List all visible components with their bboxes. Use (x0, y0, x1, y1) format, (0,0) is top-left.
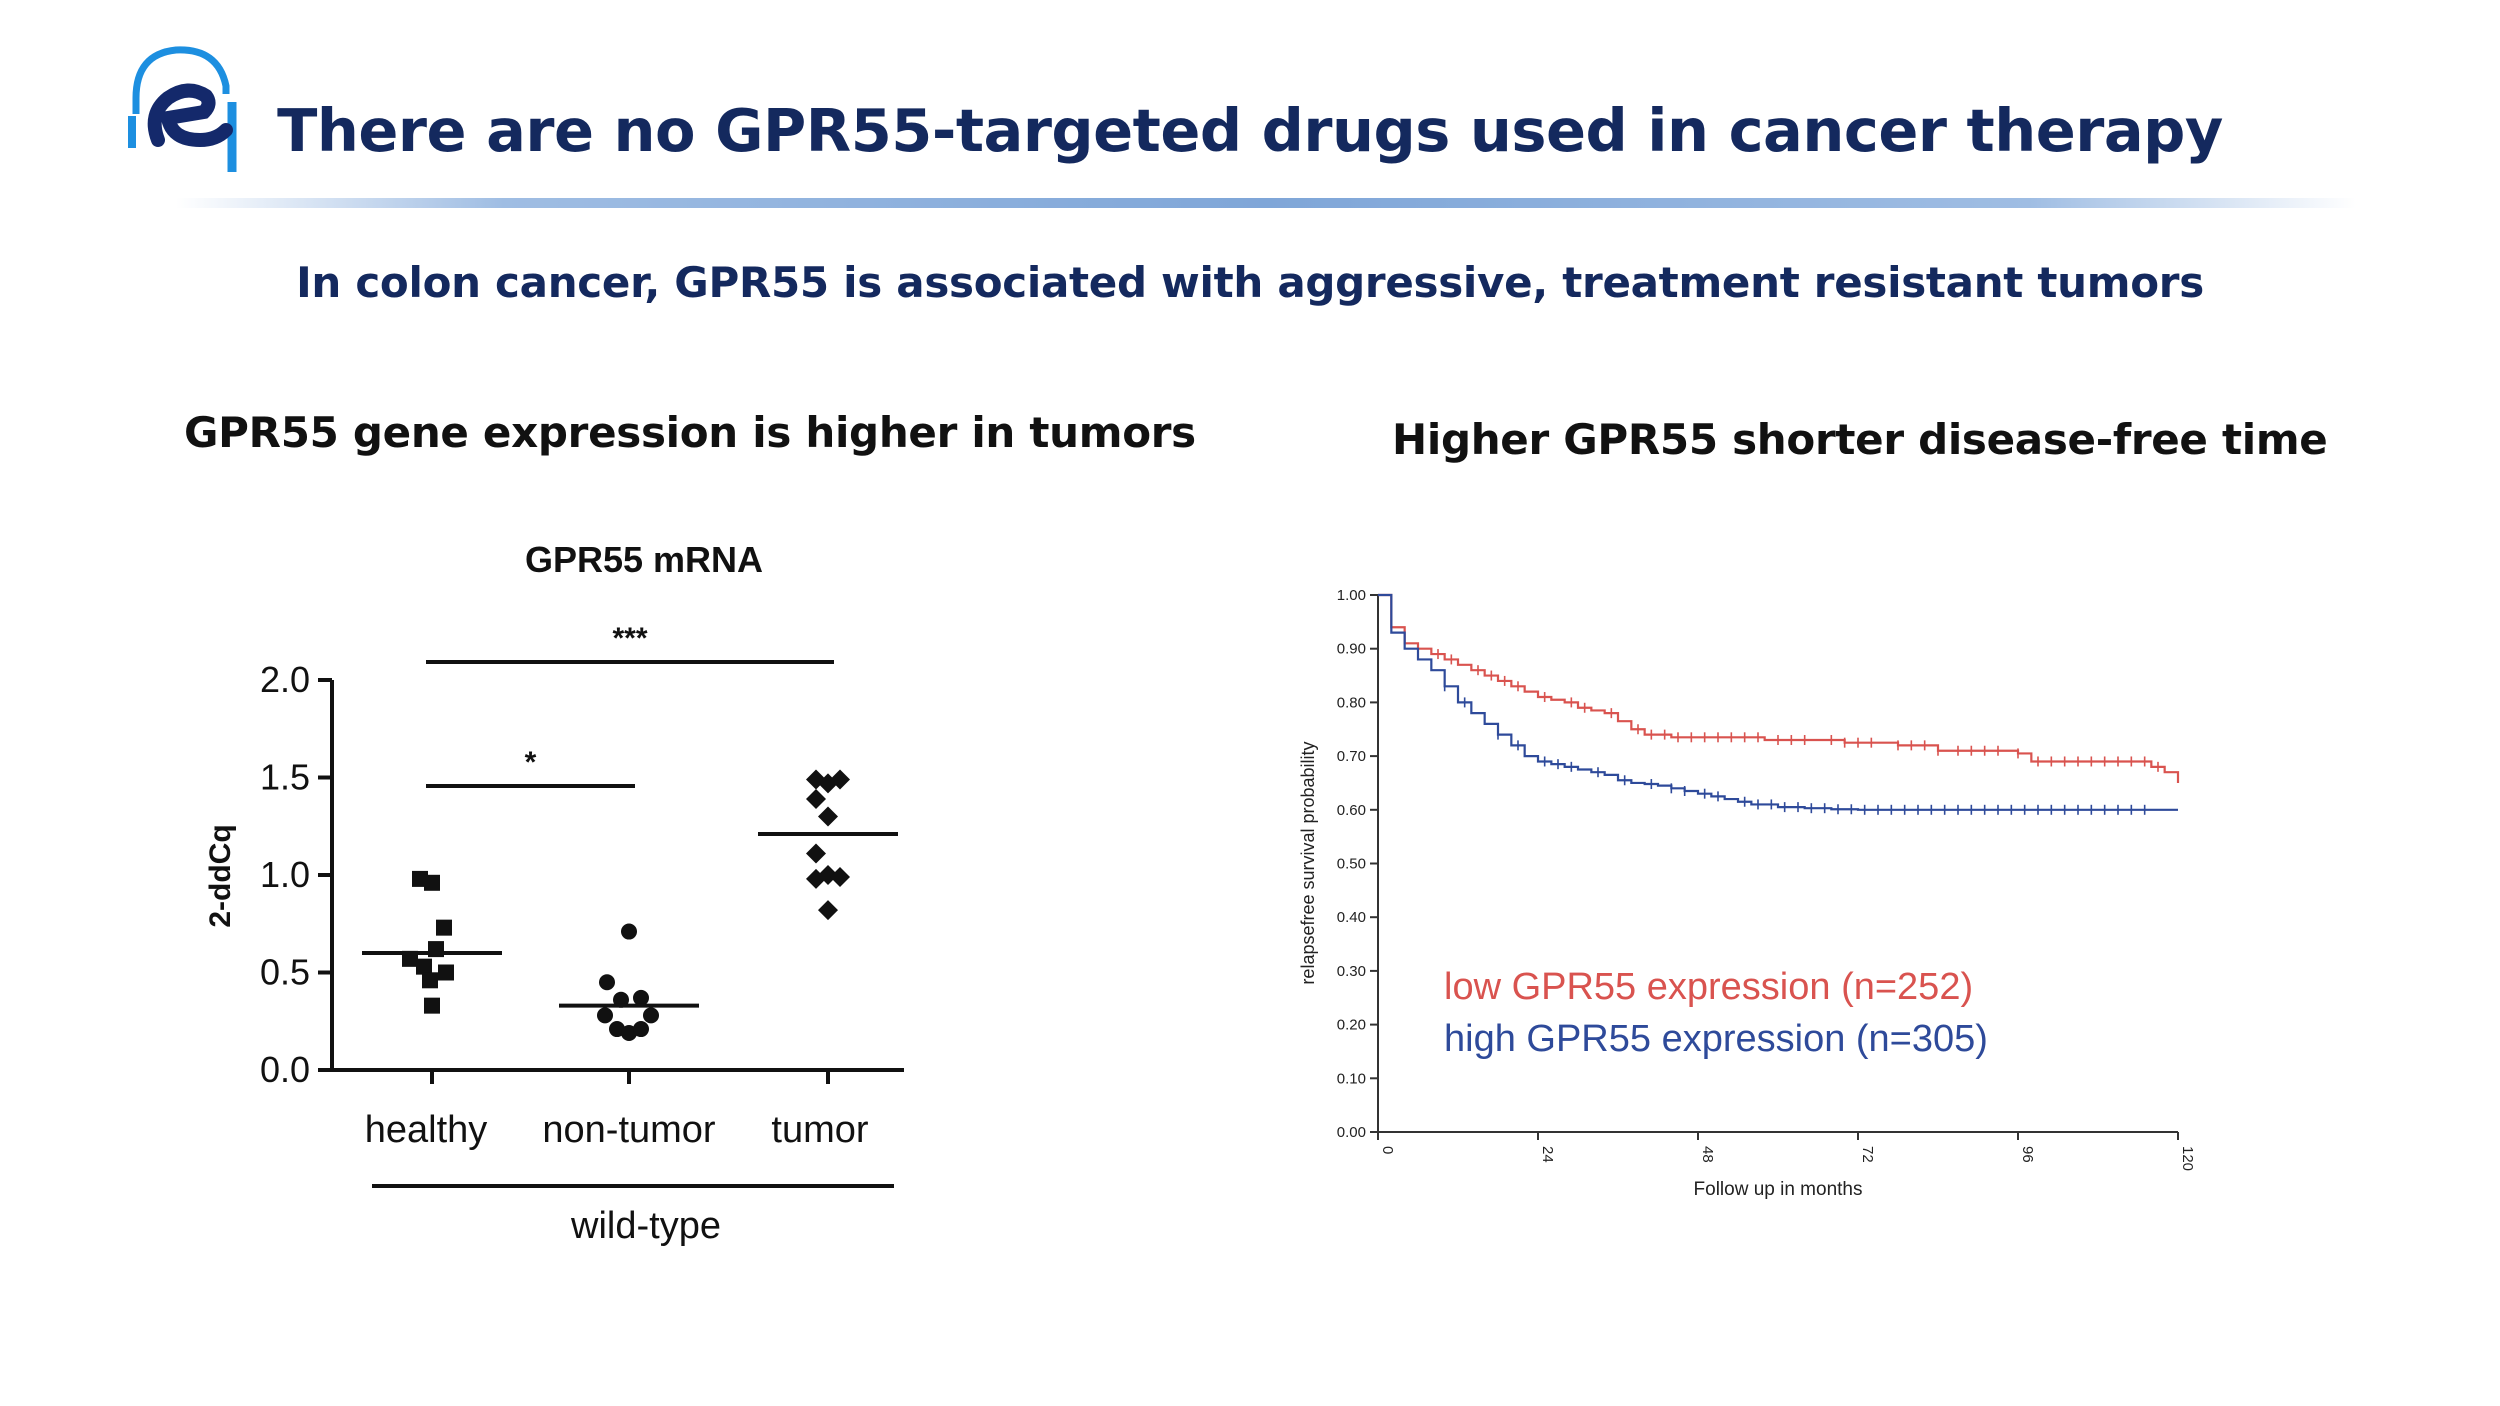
survival-curve-high (1378, 593, 2178, 811)
y-tick-label: 0.0 (260, 1049, 310, 1090)
left-panel-heading: GPR55 gene expression is higher in tumor… (184, 408, 1196, 457)
x-tick-label: 0 (1379, 1146, 1396, 1154)
y-tick-label: 2.0 (260, 659, 310, 700)
x-tick-label: tumor (771, 1109, 868, 1151)
title-divider (176, 198, 2356, 208)
y-axis-label: relapsefree survival probability (1298, 741, 1318, 984)
significance-label: *** (612, 622, 647, 655)
y-tick-label: 0.60 (1337, 802, 1366, 819)
data-point-circle (621, 923, 637, 940)
y-tick-label: 0.80 (1337, 694, 1366, 711)
data-point-diamond (830, 769, 850, 790)
x-tick-label: 96 (2019, 1146, 2036, 1163)
censor-marks-high (1443, 681, 2146, 815)
y-tick-label: 0.5 (260, 952, 310, 993)
data-point-diamond (806, 868, 826, 889)
y-tick-label: 0.70 (1337, 748, 1366, 765)
data-point-diamond (806, 788, 826, 809)
survival-curve-low (1378, 593, 2180, 783)
data-point-diamond (830, 866, 850, 887)
data-point-diamond (818, 900, 838, 921)
significance-label: * (525, 746, 537, 779)
data-point-square (424, 997, 440, 1014)
data-point-circle (643, 1007, 659, 1024)
gpr55-mrna-scatter-chart: GPR55 mRNA 0.0 0.5 1.0 1.5 2.0 2-ddCq healthy no… (204, 539, 904, 1247)
data-point-square (436, 919, 452, 936)
data-point-square (422, 972, 438, 989)
data-point-square (438, 964, 454, 981)
data-point-circle (633, 989, 649, 1006)
legend-entry-low: low GPR55 expression (n=252) (1444, 966, 1973, 1008)
x-axis-label: Follow up in months (1694, 1179, 1863, 1200)
chart-title: GPR55 mRNA (525, 539, 763, 580)
data-point-square (416, 958, 432, 975)
relapse-free-survival-chart: 0.00 0.10 0.20 0.30 0.40 0.50 0.60 0.70 0.80 0.90… (1298, 587, 2196, 1200)
y-tick-label: 1.0 (260, 854, 310, 895)
slide-title: There are no GPR55-targeted drugs used i… (277, 96, 2223, 165)
x-tick-label: 24 (1539, 1146, 1556, 1163)
legend-entry-high: high GPR55 expression (n=305) (1444, 1018, 1988, 1060)
y-tick-label: 1.00 (1337, 587, 1366, 604)
y-axis-label: 2-ddCq (204, 824, 237, 927)
x-tick-label: 72 (1859, 1146, 1876, 1163)
data-point-diamond (806, 843, 826, 864)
x-tick-label: 48 (1699, 1146, 1716, 1163)
y-tick-label: 0.00 (1337, 1124, 1366, 1141)
data-point-circle (633, 1021, 649, 1038)
data-point-square (424, 874, 440, 891)
data-point-circle (599, 974, 615, 991)
y-tick-label: 0.30 (1337, 963, 1366, 980)
group-label: wild-type (570, 1205, 721, 1247)
y-tick-label: 0.50 (1337, 856, 1366, 873)
censor-marks-low (1417, 643, 2159, 772)
y-tick-label: 1.5 (260, 757, 310, 798)
slide-subtitle: In colon cancer, GPR55 is associated wit… (296, 258, 2204, 307)
y-tick-label: 0.90 (1337, 641, 1366, 658)
data-point-diamond (818, 773, 838, 794)
right-panel-heading: Higher GPR55 shorter disease-free time (1392, 415, 2328, 464)
y-tick-label: 0.10 (1337, 1070, 1366, 1087)
x-tick-label: healthy (365, 1109, 488, 1151)
data-point-diamond (818, 806, 838, 827)
y-tick-label: 0.20 (1337, 1017, 1366, 1034)
data-point-circle (621, 1024, 637, 1041)
y-tick-label: 0.40 (1337, 909, 1366, 926)
data-point-circle (609, 1021, 625, 1038)
company-logo (128, 46, 237, 172)
data-point-circle (597, 1007, 613, 1024)
x-tick-label: 120 (2179, 1146, 2196, 1171)
x-tick-label: non-tumor (542, 1109, 716, 1151)
